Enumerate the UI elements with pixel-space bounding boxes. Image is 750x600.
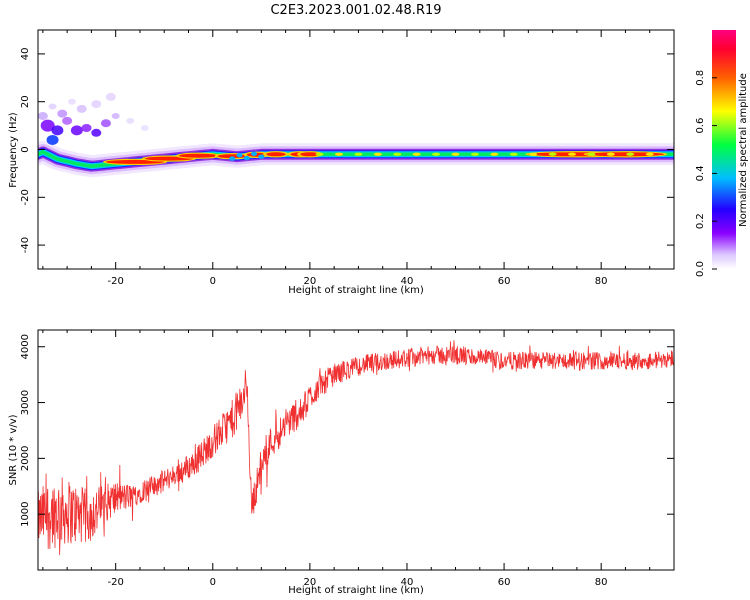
spectrogram-x-tick-label: 60 xyxy=(498,276,511,287)
spectrogram-ridge-patch xyxy=(645,152,654,156)
snr-y-tick-label: 2000 xyxy=(20,446,31,471)
spectrogram-ridge-patch xyxy=(529,152,538,156)
spectrogram-blob xyxy=(51,125,64,136)
snr-x-tick-label: 60 xyxy=(498,577,511,588)
spectrogram-y-tick-label: -20 xyxy=(20,189,31,205)
spectrogram-blob xyxy=(38,112,48,121)
spectrogram-ridge-patch xyxy=(548,152,557,156)
colorbar-tick-label: 0.0 xyxy=(695,261,706,277)
snr-x-tick-label: -20 xyxy=(108,577,124,588)
snr-x-tick-label: 40 xyxy=(401,577,414,588)
spectrogram-x-tick-label: 40 xyxy=(401,276,414,287)
spectrogram-y-tick-label: -40 xyxy=(20,237,31,253)
spectrogram-blob xyxy=(48,103,57,110)
colorbar-tick-label: 0.6 xyxy=(695,118,706,134)
spectrogram-blob xyxy=(40,119,55,132)
colorbar-tick-label: 0.2 xyxy=(695,213,706,229)
spectrogram-y-tick-label: 0 xyxy=(20,146,31,152)
snr-y-ticks: 1000 2000 3000 4000 xyxy=(20,334,674,527)
spectrogram-ridge-patch xyxy=(568,152,577,156)
spectrogram-blob xyxy=(126,117,135,124)
spectrogram-ridge-patch xyxy=(393,152,402,156)
spectrogram-x-tick-label: 0 xyxy=(210,276,216,287)
snr-x-tick-label: 80 xyxy=(595,577,608,588)
spectrogram-blob xyxy=(67,98,76,105)
spectrogram-ridge-patch xyxy=(432,152,441,156)
spectrogram-dip xyxy=(258,154,265,159)
spectrogram-ridge-patch xyxy=(373,152,382,156)
snr-x-ticks: -20 0 20 40 60 80 xyxy=(42,330,675,588)
spectrogram-dip xyxy=(251,151,258,157)
colorbar-tick-label: 0.8 xyxy=(695,70,706,86)
spectrogram-y-tick-label: 40 xyxy=(20,48,31,61)
spectrogram-y-tick-label: 20 xyxy=(20,95,31,108)
spectrogram-x-tick-label: 20 xyxy=(304,276,317,287)
snr-y-axis-label: SNR (10 * v/v) xyxy=(8,414,19,485)
spectrogram-ridge-patch xyxy=(354,152,363,156)
spectrogram-blob xyxy=(105,92,116,101)
spectrogram-dip xyxy=(236,153,243,158)
spectrogram-blob xyxy=(57,109,68,118)
spectrogram-blob xyxy=(46,134,59,145)
spectrogram-peak xyxy=(300,152,320,157)
colorbar-tick-label: 0.4 xyxy=(695,165,706,181)
spectrogram-panel: -20 0 20 40 60 80 -40 -20 0 20 40 Height of strai… xyxy=(8,29,675,296)
spectrogram-ridge-patch xyxy=(315,152,324,156)
snr-x-axis-label: Height of straight line (km) xyxy=(288,585,424,596)
snr-x-tick-label: 0 xyxy=(210,577,216,588)
spectrogram-ridge-patch xyxy=(451,152,460,156)
spectrogram-dip xyxy=(229,156,236,161)
spectrogram-blob xyxy=(70,125,83,136)
spectrogram-ridge-patch xyxy=(335,152,344,156)
spectrogram-blob xyxy=(100,119,111,128)
spectrogram-peak xyxy=(586,152,665,157)
spectrogram-dip xyxy=(243,155,250,161)
spectrogram-peak xyxy=(105,159,165,164)
spectrogram-ridge-patch xyxy=(412,152,421,156)
spectrogram-x-tick-label: 80 xyxy=(595,276,608,287)
spectrogram-x-axis-label: Height of straight line (km) xyxy=(288,285,424,296)
spectrogram-peak xyxy=(266,152,286,157)
snr-y-tick-label: 3000 xyxy=(20,390,31,415)
spectrogram-ridge-patch xyxy=(587,152,596,156)
spectrogram-x-ticks: -20 0 20 40 60 80 xyxy=(42,30,675,287)
colorbar-gradient xyxy=(712,30,736,269)
spectrogram-ridge-patch xyxy=(606,152,615,156)
spectrogram-blob xyxy=(76,104,87,113)
colorbar: 0.0 0.2 0.4 0.6 0.8 Normalized spectral ampl… xyxy=(695,30,749,277)
spectrogram-blob xyxy=(91,100,102,109)
colorbar-label: Normalized spectral amplitude xyxy=(738,73,749,227)
spectrogram-blob xyxy=(62,116,73,125)
spectrogram-marks xyxy=(38,92,674,178)
spectrogram-blob xyxy=(140,124,149,131)
spectrogram-ridge-patch xyxy=(509,152,518,156)
spectrogram-ridge-patch xyxy=(490,152,499,156)
spectrogram-peak xyxy=(178,153,218,158)
snr-y-tick-label: 4000 xyxy=(20,334,31,359)
snr-series-line xyxy=(38,340,674,556)
spectrogram-x-tick-label: -20 xyxy=(108,276,124,287)
figure-title: C2E3.2023.001.02.48.R19 xyxy=(270,3,441,18)
spectrogram-blob xyxy=(111,113,120,120)
snr-frame xyxy=(37,329,675,571)
snr-panel: -20 0 20 40 60 80 1000 2000 3000 4000 Height of … xyxy=(8,329,675,596)
spectrogram-ridge-patch xyxy=(470,152,479,156)
spectrogram-blob xyxy=(81,123,92,132)
colorbar-ticks: 0.0 0.2 0.4 0.6 0.8 xyxy=(695,70,717,277)
spectrogram-blob xyxy=(91,128,102,137)
snr-x-tick-label: 20 xyxy=(304,577,317,588)
snr-y-tick-label: 1000 xyxy=(20,501,31,526)
spectrogram-y-axis-label: Frequency (Hz) xyxy=(8,112,19,188)
spectrogram-y-ticks: -40 -20 0 20 40 xyxy=(20,48,674,253)
spectrogram-ridge-patch xyxy=(626,152,635,156)
